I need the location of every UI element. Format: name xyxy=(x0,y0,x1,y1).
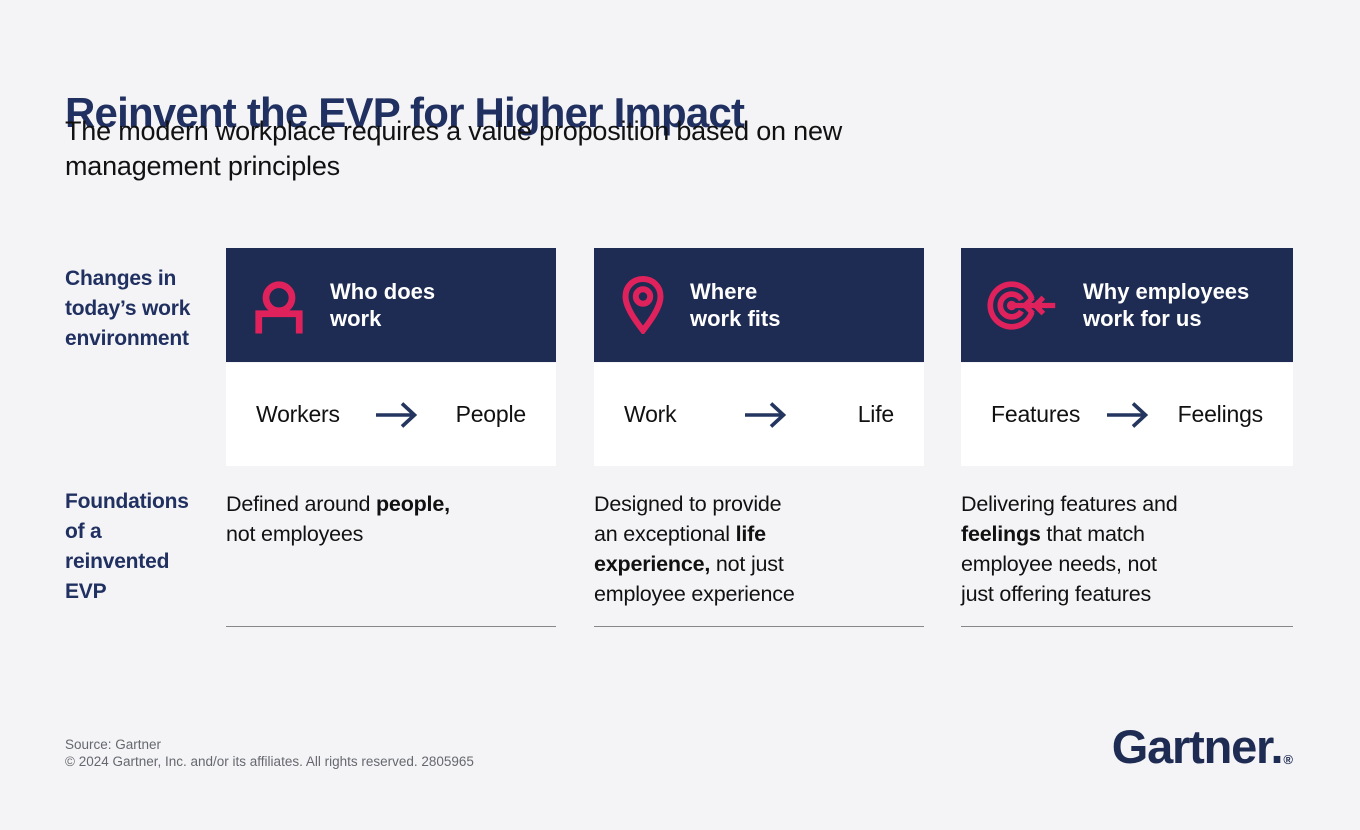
target-arrow-icon xyxy=(987,280,1056,330)
shift-from-label: Work xyxy=(624,401,677,427)
arrow-right-icon xyxy=(745,401,787,428)
shift-to-label: Feelings xyxy=(1177,401,1264,427)
shift-from-label: Features xyxy=(991,401,1081,427)
column-title: Where work fits xyxy=(690,278,781,332)
shift-panel: Features Feelings xyxy=(961,363,1293,466)
footer-copyright: © 2024 Gartner, Inc. and/or its affiliat… xyxy=(65,754,474,769)
shift-to-label: Life xyxy=(857,401,894,427)
shift-from-label: Workers xyxy=(256,401,340,427)
column-title: Who does work xyxy=(330,278,436,332)
column-who-does-work: Who does work Workers People Defined aro… xyxy=(226,248,556,627)
column-where-work-fits: Where work fits Work Life Designed to pr… xyxy=(594,248,924,627)
column-header: Who does work xyxy=(226,248,556,362)
column-header: Why employees work for us xyxy=(961,248,1293,362)
column-description: Designed to provide an exceptional life … xyxy=(594,492,795,606)
column-why-employees-work: Why employees work for us Features Feeli… xyxy=(961,248,1293,627)
shift-panel: Workers People xyxy=(226,363,556,466)
page-title: Reinvent the EVP for Higher Impact xyxy=(65,89,745,137)
person-icon xyxy=(255,280,303,333)
column-description: Delivering features and feelings that ma… xyxy=(961,492,1178,606)
location-pin-icon xyxy=(622,276,664,334)
shift-panel: Work Life xyxy=(594,363,924,466)
shift-to-label: People xyxy=(455,401,527,427)
page-subtitle: The modern workplace requires a value pr… xyxy=(65,116,843,181)
column-description: Defined around people, not employees xyxy=(226,492,450,546)
row-label-foundations: Foundations of a reinvented EVP xyxy=(65,490,189,603)
footer-attribution: Source: Gartner © 2024 Gartner, Inc. and… xyxy=(65,736,474,770)
column-title: Why employees work for us xyxy=(1083,278,1250,332)
column-header: Where work fits xyxy=(594,248,924,362)
arrow-right-icon xyxy=(375,401,417,428)
gartner-logo-text: Gartner. xyxy=(1111,720,1284,773)
row-label-changes: Changes in today’s work environment xyxy=(65,267,191,350)
gartner-logo: Gartner.® xyxy=(1111,720,1293,785)
arrow-right-icon xyxy=(1106,401,1149,428)
registered-mark-icon: ® xyxy=(1283,752,1293,767)
footer-source: Source: Gartner xyxy=(65,737,162,752)
